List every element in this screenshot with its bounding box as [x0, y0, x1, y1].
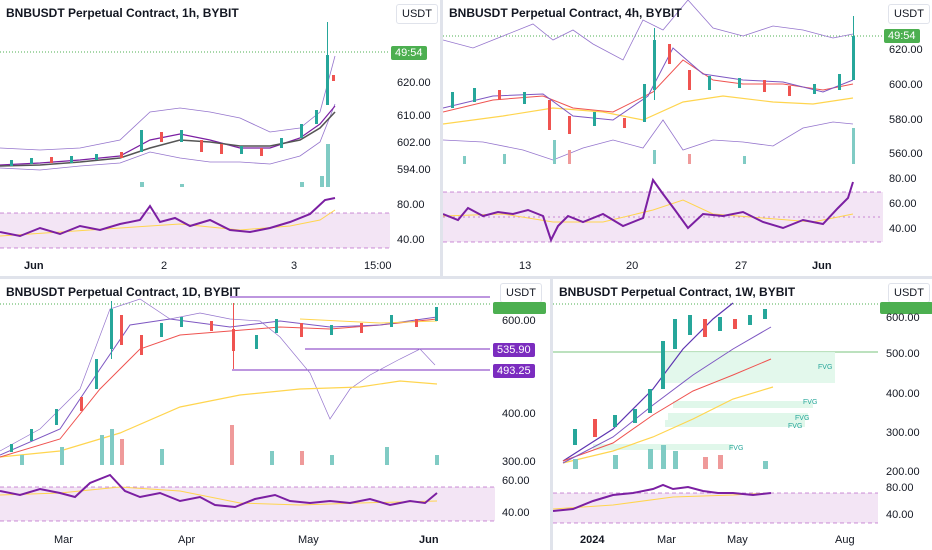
fvg-label: FVG — [788, 423, 803, 430]
x-tick: 15:00 — [364, 260, 392, 272]
x-tick: Jun — [812, 260, 832, 272]
x-tick: 27 — [735, 260, 748, 272]
osc-tick: 80.00 — [397, 199, 425, 211]
x-tick: Jun — [24, 260, 44, 272]
osc-tick: 80.00 — [889, 173, 917, 185]
currency-selector[interactable]: USDT — [888, 4, 930, 24]
level-tag: 493.25 — [493, 364, 535, 378]
y-tick: 560.00 — [889, 148, 923, 160]
y-tick: 600.00 — [502, 315, 536, 327]
osc-tick: 40.00 — [502, 507, 530, 519]
y-tick: 300.00 — [886, 427, 920, 439]
chart-panel-1d[interactable]: BNBUSDT Perpetual Contract, 1D, BYBIT US… — [0, 279, 550, 550]
osc-tick: 60.00 — [889, 198, 917, 210]
x-tick: May — [727, 534, 748, 546]
currency-selector[interactable]: USDT — [500, 283, 542, 303]
volume-4h-down — [568, 150, 691, 164]
chart-4h-canvas[interactable] — [443, 0, 932, 276]
x-tick: Jun — [419, 534, 439, 546]
candles-1d — [10, 301, 438, 452]
y-tick: 300.00 — [502, 456, 536, 468]
panel-divider[interactable] — [440, 0, 443, 550]
x-tick: Aug — [835, 534, 855, 546]
panel-divider[interactable] — [0, 276, 932, 279]
y-tick: 600.00 — [886, 312, 920, 324]
fvg-label: FVG — [729, 445, 744, 452]
price-tag — [493, 302, 546, 314]
volume-1w — [573, 445, 768, 469]
fvg-label: FVG — [818, 364, 833, 371]
price-tag — [880, 302, 932, 314]
osc-tick: 40.00 — [889, 223, 917, 235]
chart-1h-canvas[interactable] — [0, 0, 440, 276]
fvg-label: FVG — [795, 415, 810, 422]
chart-1w-canvas[interactable] — [553, 279, 932, 550]
chart-1d-canvas[interactable] — [0, 279, 550, 550]
y-tick: 200.00 — [886, 466, 920, 478]
candles-1h — [10, 22, 335, 166]
level-tag: 535.90 — [493, 343, 535, 357]
x-tick: May — [298, 534, 319, 546]
y-tick: 610.00 — [397, 110, 431, 122]
y-tick: 620.00 — [889, 44, 923, 56]
x-tick: Apr — [178, 534, 196, 546]
y-tick: 400.00 — [502, 408, 536, 420]
volume-1w-down — [703, 455, 723, 469]
osc-tick: 40.00 — [886, 509, 914, 521]
volume-1h — [140, 144, 330, 187]
candles-4h — [451, 16, 855, 134]
x-tick: 2024 — [580, 534, 605, 546]
x-tick: Mar — [657, 534, 676, 546]
x-tick: Mar — [54, 534, 73, 546]
y-tick: 580.00 — [889, 114, 923, 126]
chart-title: BNBUSDT Perpetual Contract, 4h, BYBIT — [449, 6, 682, 20]
volume-4h — [463, 128, 855, 164]
chart-panel-1h[interactable]: BNBUSDT Perpetual Contract, 1h, BYBIT US… — [0, 0, 440, 276]
x-tick: 2 — [161, 260, 168, 272]
volume-1d — [20, 429, 439, 465]
y-tick: 602.00 — [397, 137, 431, 149]
volume-1d-down — [120, 425, 304, 465]
x-tick: 20 — [626, 260, 639, 272]
y-tick: 594.00 — [397, 164, 431, 176]
y-tick: 500.00 — [886, 348, 920, 360]
x-tick: 3 — [291, 260, 298, 272]
candles-1w — [573, 309, 767, 445]
osc-tick: 40.00 — [397, 234, 425, 246]
x-tick: 13 — [519, 260, 532, 272]
currency-selector[interactable]: USDT — [888, 283, 930, 303]
currency-selector[interactable]: USDT — [396, 4, 438, 24]
chart-title: BNBUSDT Perpetual Contract, 1W, BYBIT — [559, 285, 796, 299]
chart-title: BNBUSDT Perpetual Contract, 1D, BYBIT — [6, 285, 241, 299]
osc-tick: 60.00 — [502, 475, 530, 487]
y-tick: 620.00 — [397, 77, 431, 89]
price-tag: 49:54 — [884, 29, 920, 43]
osc-tick: 80.00 — [886, 482, 914, 494]
y-tick: 400.00 — [886, 388, 920, 400]
chart-panel-1w[interactable]: BNBUSDT Perpetual Contract, 1W, BYBIT US… — [553, 279, 932, 550]
chart-title: BNBUSDT Perpetual Contract, 1h, BYBIT — [6, 6, 239, 20]
chart-panel-4h[interactable]: BNBUSDT Perpetual Contract, 4h, BYBIT US… — [443, 0, 932, 276]
panel-divider[interactable] — [550, 279, 553, 550]
price-tag: 49:54 — [391, 46, 427, 60]
fvg-label: FVG — [803, 399, 818, 406]
y-tick: 600.00 — [889, 79, 923, 91]
